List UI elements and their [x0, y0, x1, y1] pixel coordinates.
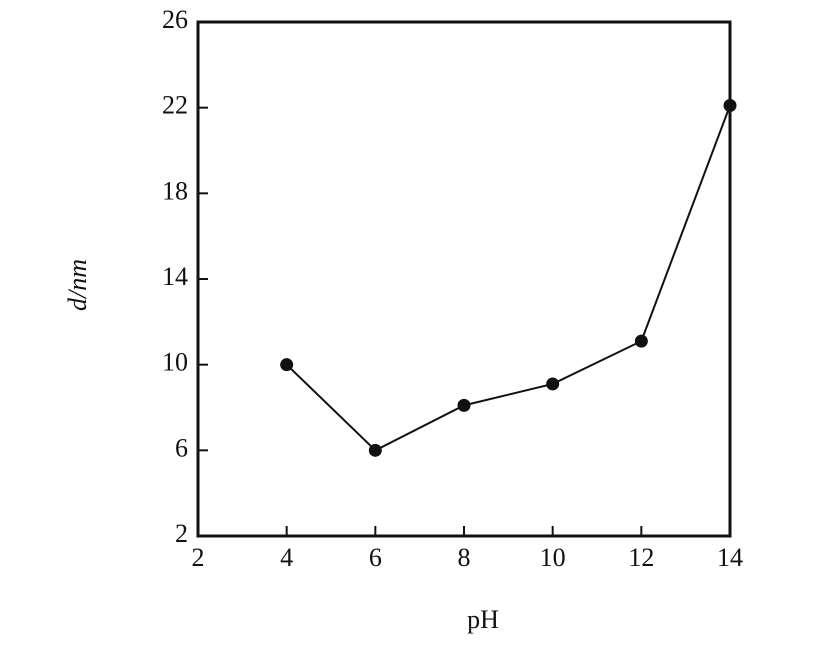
x-tick-label: 12: [628, 543, 654, 572]
x-tick-label: 6: [369, 543, 382, 572]
y-tick-label: 18: [162, 176, 188, 205]
x-tick-label: 2: [192, 543, 205, 572]
x-tick-label: 14: [717, 543, 743, 572]
data-point: [280, 358, 294, 372]
y-tick-label: 22: [162, 91, 188, 120]
y-tick-label: 10: [162, 348, 188, 377]
data-point: [634, 334, 648, 348]
y-tick-label: 26: [162, 5, 188, 34]
y-tick-label: 6: [175, 433, 188, 462]
data-point: [723, 99, 737, 113]
plot-frame: [196, 20, 732, 538]
data-point: [457, 398, 471, 412]
x-axis-label: pH: [467, 605, 499, 634]
data-point: [546, 377, 560, 391]
y-tick-label: 14: [162, 262, 188, 291]
data-point: [368, 443, 382, 457]
y-tick-label: 2: [175, 519, 188, 548]
y-axis-label: d/nm: [63, 259, 92, 311]
x-tick-label: 4: [280, 543, 293, 572]
x-tick-label: 10: [540, 543, 566, 572]
x-tick-label: 8: [458, 543, 471, 572]
data-line: [285, 105, 731, 452]
